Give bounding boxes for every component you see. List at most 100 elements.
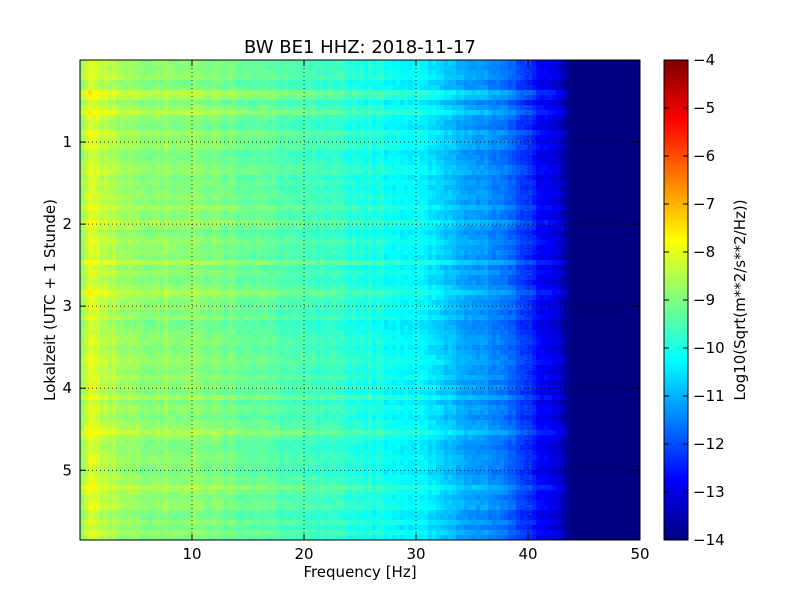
heatmap-cell	[284, 180, 289, 186]
heatmap-cell	[488, 195, 493, 201]
heatmap-cell	[172, 60, 177, 66]
heatmap-cell	[108, 230, 113, 236]
heatmap-cell	[296, 95, 301, 101]
heatmap-cell	[444, 200, 449, 206]
heatmap-cell	[296, 115, 301, 121]
heatmap-cell	[308, 95, 313, 101]
heatmap-cell	[532, 180, 537, 186]
heatmap-cell	[612, 160, 617, 166]
heatmap-cell	[96, 135, 101, 141]
heatmap-cell	[548, 215, 553, 221]
heatmap-cell	[332, 230, 337, 236]
heatmap-cell	[296, 185, 301, 191]
heatmap-cell	[404, 70, 409, 76]
heatmap-cell	[356, 225, 361, 231]
heatmap-cell	[388, 190, 393, 196]
heatmap-cell	[384, 80, 389, 86]
heatmap-cell	[632, 200, 637, 206]
heatmap-cell	[140, 215, 145, 221]
heatmap-cell	[208, 70, 213, 76]
heatmap-cell	[556, 200, 561, 206]
heatmap-cell	[368, 155, 373, 161]
heatmap-cell	[328, 175, 333, 181]
heatmap-cell	[380, 145, 385, 151]
heatmap-cell	[408, 80, 413, 86]
heatmap-cell	[460, 80, 465, 86]
heatmap-cell	[164, 115, 169, 121]
heatmap-cell	[528, 160, 533, 166]
heatmap-cell	[232, 95, 237, 101]
heatmap-cell	[152, 170, 157, 176]
heatmap-cell	[484, 170, 489, 176]
heatmap-cell	[112, 105, 117, 111]
heatmap-cell	[184, 120, 189, 126]
heatmap-cell	[248, 110, 253, 116]
heatmap-cell	[488, 130, 493, 136]
heatmap-cell	[124, 160, 129, 166]
heatmap-cell	[632, 110, 637, 116]
heatmap-cell	[116, 160, 121, 166]
heatmap-cell	[200, 210, 205, 216]
heatmap-cell	[572, 155, 577, 161]
heatmap-cell	[204, 170, 209, 176]
heatmap-cell	[364, 170, 369, 176]
heatmap-cell	[580, 160, 585, 166]
heatmap-cell	[456, 175, 461, 181]
heatmap-cell	[116, 165, 121, 171]
heatmap-cell	[416, 195, 421, 201]
heatmap-cell	[504, 125, 509, 131]
heatmap-cell	[424, 180, 429, 186]
heatmap-cell	[336, 65, 341, 71]
heatmap-cell	[616, 145, 621, 151]
heatmap-cell	[584, 175, 589, 181]
heatmap-cell	[408, 230, 413, 236]
heatmap-cell	[336, 210, 341, 216]
heatmap-cell	[420, 65, 425, 71]
heatmap-cell	[436, 60, 441, 66]
heatmap-cell	[504, 205, 509, 211]
heatmap-cell	[252, 110, 257, 116]
heatmap-cell	[632, 150, 637, 156]
heatmap-cell	[512, 195, 517, 201]
heatmap-cell	[152, 140, 157, 146]
heatmap-cell	[124, 215, 129, 221]
heatmap-cell	[268, 60, 273, 66]
heatmap-cell	[524, 225, 529, 231]
heatmap-cell	[116, 85, 121, 91]
heatmap-cell	[388, 175, 393, 181]
heatmap-cell	[120, 200, 125, 206]
heatmap-cell	[176, 225, 181, 231]
heatmap-cell	[468, 230, 473, 236]
heatmap-cell	[120, 85, 125, 91]
heatmap-cell	[404, 170, 409, 176]
heatmap-cell	[124, 185, 129, 191]
heatmap-cell	[592, 120, 597, 126]
heatmap-cell	[172, 185, 177, 191]
heatmap-cell	[560, 175, 565, 181]
heatmap-cell	[292, 195, 297, 201]
heatmap-cell	[520, 115, 525, 121]
heatmap-cell	[420, 60, 425, 66]
heatmap-cell	[612, 145, 617, 151]
heatmap-cell	[620, 100, 625, 106]
heatmap-cell	[444, 150, 449, 156]
heatmap-cell	[164, 120, 169, 126]
heatmap-cell	[368, 85, 373, 91]
heatmap-cell	[324, 210, 329, 216]
heatmap-cell	[320, 105, 325, 111]
heatmap-cell	[512, 65, 517, 71]
heatmap-cell	[340, 80, 345, 86]
heatmap-cell	[260, 65, 265, 71]
heatmap-cell	[432, 70, 437, 76]
heatmap-cell	[84, 185, 89, 191]
heatmap-cell	[292, 155, 297, 161]
heatmap-cell	[256, 170, 261, 176]
heatmap-cell	[384, 195, 389, 201]
heatmap-cell	[556, 230, 561, 236]
heatmap-cell	[352, 60, 357, 66]
heatmap-cell	[208, 165, 213, 171]
heatmap-cell	[528, 215, 533, 221]
heatmap-cell	[320, 205, 325, 211]
heatmap-cell	[596, 135, 601, 141]
heatmap-cell	[628, 130, 633, 136]
